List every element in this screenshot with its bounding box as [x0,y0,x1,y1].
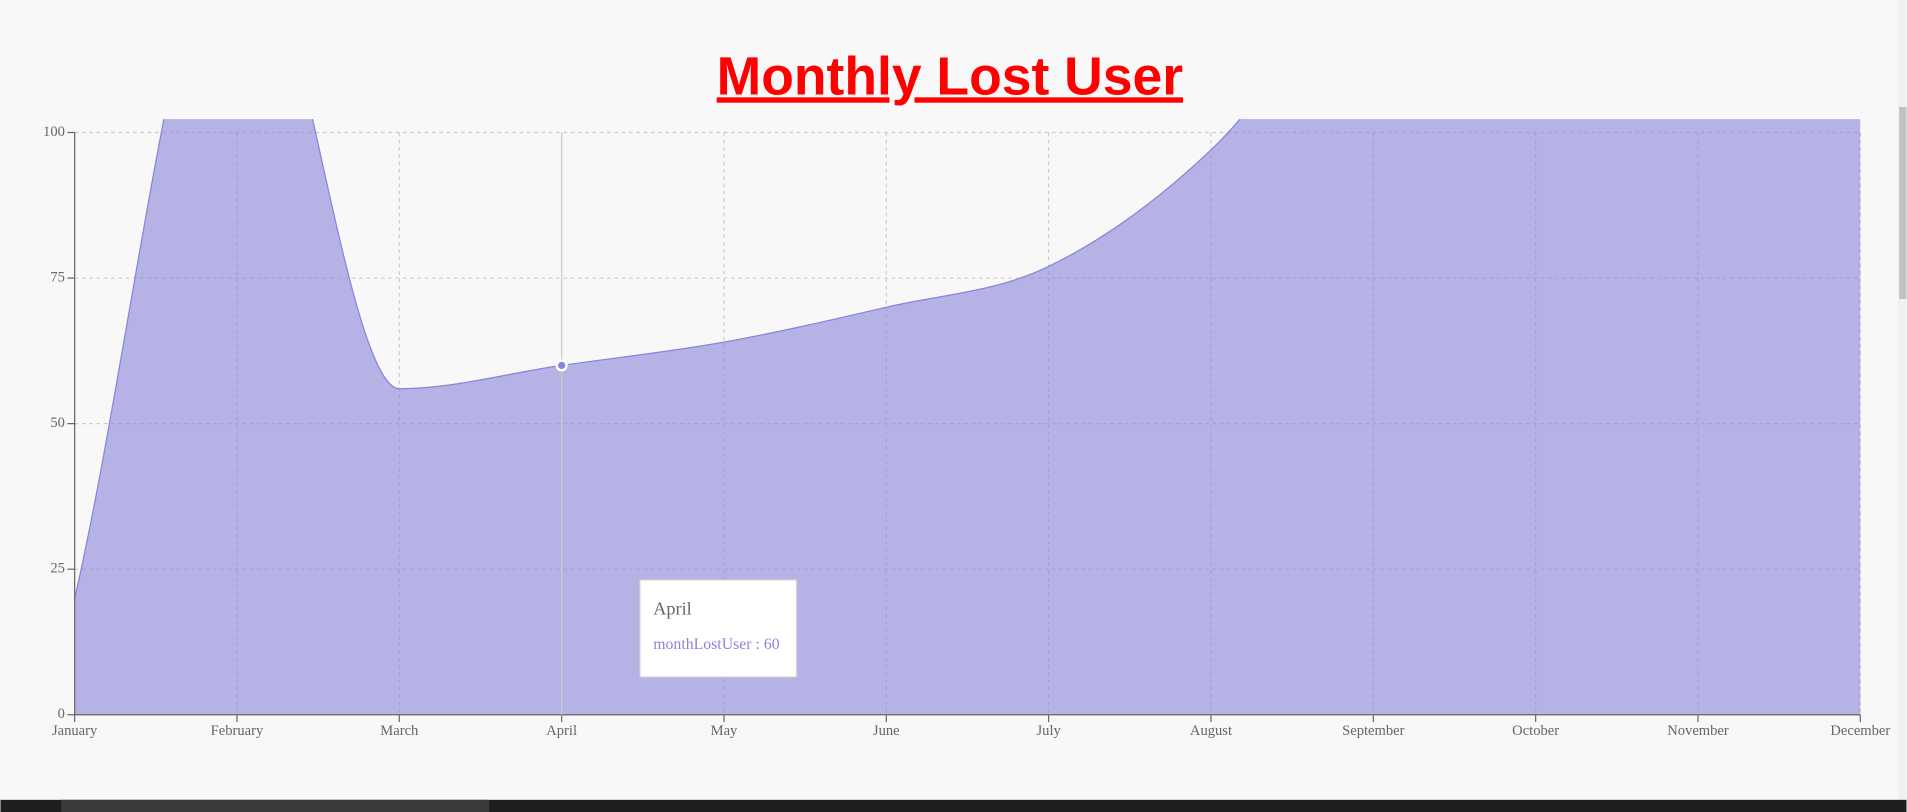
x-tick-label: January [52,723,98,739]
axes: 0 25 50 75 100 January February March April May Ju… [43,124,1890,739]
x-tick-label: February [211,723,264,739]
x-tick-label: May [711,723,738,739]
plot-area [74,119,1861,715]
x-tick-label: August [1190,723,1232,739]
scrollbar[interactable] [1897,0,1907,800]
y-tick-label: 25 [50,561,65,577]
tooltip-title: April [653,598,691,618]
x-tick-label: July [1036,723,1061,739]
x-tick-label: June [873,723,900,739]
y-tick-label: 75 [50,269,65,285]
y-tick-label: 0 [58,706,65,722]
x-tick-label: September [1342,723,1404,739]
tooltip: April monthLostUser : 60 [639,579,798,678]
y-tick-label: 100 [43,124,65,140]
tooltip-text: monthLostUser : 60 [653,636,779,653]
x-tick-label: December [1830,723,1890,739]
area-line [74,119,1241,599]
chart-title: Monthly Lost User [717,47,1183,106]
x-tick-label: October [1512,723,1559,739]
x-tick-label: March [380,723,419,739]
tooltip-box [639,579,798,678]
active-dot [555,359,568,372]
taskbar-search[interactable] [61,799,490,812]
area-fill [74,119,1861,715]
y-tick-label: 50 [50,415,65,431]
scrollbar-thumb[interactable] [1899,106,1907,300]
x-tick-label: April [546,723,577,739]
x-tick-label: November [1667,723,1729,739]
